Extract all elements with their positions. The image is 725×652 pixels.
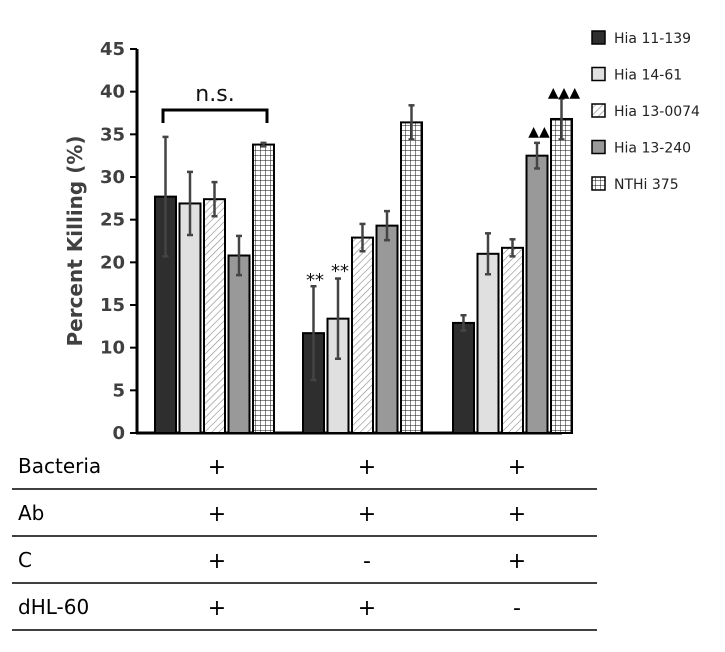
legend-swatch: [591, 66, 606, 82]
ns-label: n.s.: [195, 82, 234, 107]
condition-value: +: [508, 455, 526, 480]
condition-label: C: [18, 548, 32, 572]
y-tick-label: 45: [100, 39, 125, 60]
condition-value: -: [363, 549, 371, 574]
y-tick-label: 35: [100, 124, 125, 145]
condition-value: +: [358, 596, 376, 621]
condition-value: +: [358, 455, 376, 480]
bar: [476, 252, 500, 434]
condition-value: +: [208, 502, 226, 527]
significance-stars: **: [331, 261, 349, 282]
y-tick-label: 10: [100, 338, 125, 359]
bar: [227, 254, 251, 434]
significance-triangles: ▲▲: [528, 124, 550, 140]
y-tick-label: 5: [112, 380, 125, 401]
significance-stars: **: [306, 270, 324, 291]
y-tick-label: 20: [100, 252, 125, 273]
condition-label: dHL-60: [18, 595, 89, 619]
bar: [400, 121, 423, 435]
y-tick-label: 0: [112, 423, 125, 444]
bar: [351, 236, 374, 434]
condition-value: +: [508, 549, 526, 574]
condition-value: +: [358, 502, 376, 527]
significance-triangles: ▲▲▲: [548, 85, 581, 101]
condition-label: Ab: [18, 501, 44, 525]
y-tick-label: 25: [100, 210, 125, 231]
y-tick-label: 15: [100, 295, 125, 316]
y-tick-label: 40: [100, 82, 125, 103]
legend-swatch: [591, 176, 606, 191]
legend-label: Hia 14-61: [614, 68, 682, 84]
condition-value: +: [208, 596, 226, 621]
legend-swatch: [591, 30, 606, 45]
condition-value: -: [513, 596, 521, 621]
legend-label: NTHi 375: [614, 177, 679, 193]
bar: [203, 198, 226, 434]
ns-bracket: [161, 108, 269, 123]
condition-value: +: [508, 502, 526, 527]
bar: [501, 246, 524, 434]
bar: [252, 143, 275, 434]
bar: [452, 321, 475, 435]
y-axis-label: Percent Killing (%): [63, 135, 87, 346]
bar: [375, 224, 399, 434]
legend-swatch: [591, 103, 606, 118]
condition-value: +: [208, 455, 226, 480]
y-tick-label: 30: [100, 167, 125, 188]
condition-value: +: [208, 549, 226, 574]
bar: [550, 117, 573, 435]
bar: [525, 154, 549, 435]
legend-label: Hia 11-139: [614, 31, 691, 47]
legend-swatch: [591, 139, 606, 155]
bar: [178, 202, 202, 434]
legend-label: Hia 13-240: [614, 141, 691, 157]
condition-label: Bacteria: [18, 454, 101, 478]
legend-label: Hia 13-0074: [614, 104, 700, 120]
